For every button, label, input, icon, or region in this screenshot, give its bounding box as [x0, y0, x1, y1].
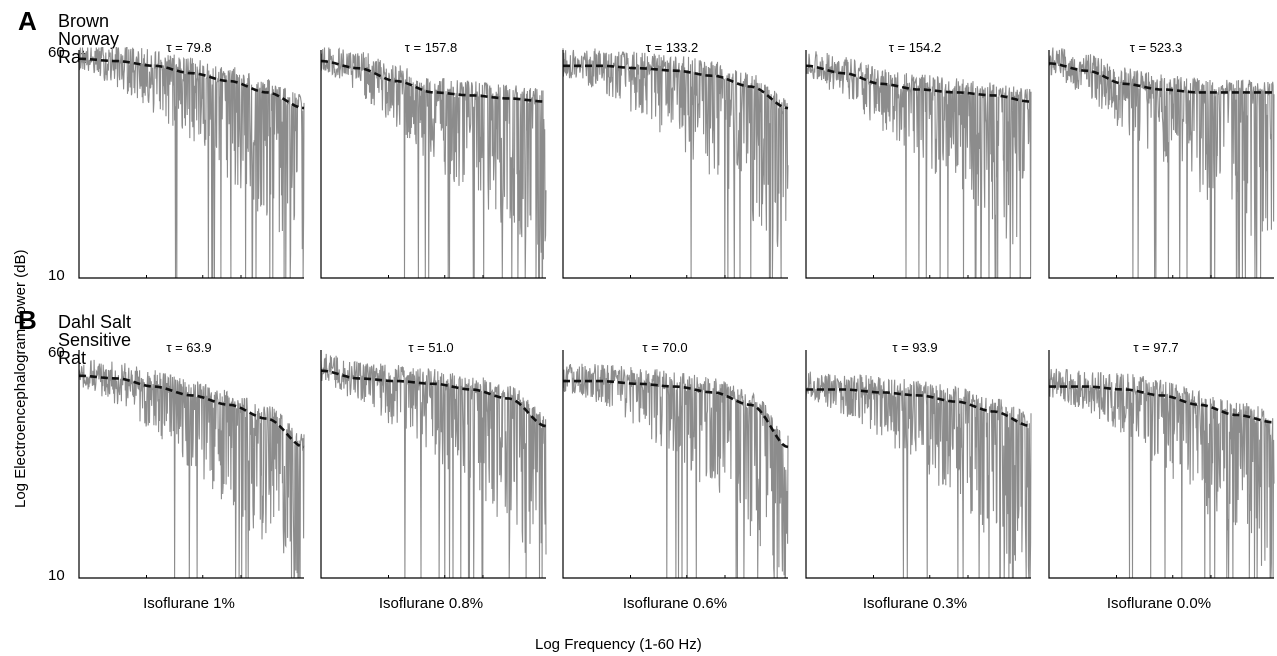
condition-label-1: Isoflurane 1% — [143, 595, 235, 612]
panel-b3 — [562, 350, 789, 579]
ytick-top-b: 60 — [48, 344, 65, 361]
panel-b2 — [320, 350, 547, 579]
fit-curve — [1049, 385, 1275, 424]
spectrum-line — [78, 359, 305, 579]
fit-curve — [320, 369, 547, 428]
tau-label-b2: τ = 51.0 — [408, 340, 454, 355]
panel-a5 — [1048, 47, 1275, 279]
tau-label-a1: τ = 79.8 — [166, 40, 212, 55]
panel-a3 — [562, 48, 789, 279]
ytick-top-a: 60 — [48, 44, 65, 61]
tau-label-b4: τ = 93.9 — [892, 340, 938, 355]
panel-axes — [1048, 50, 1274, 279]
fit-curve — [806, 388, 1032, 428]
tau-label-a5: τ = 523.3 — [1129, 40, 1183, 55]
panel-a1 — [78, 46, 305, 279]
panel-axes — [805, 350, 1031, 579]
spectrum-line — [320, 47, 547, 279]
fit-curve — [79, 57, 305, 110]
panel-axes — [78, 50, 304, 279]
fit-curve — [320, 59, 547, 103]
spectrum-line — [78, 46, 305, 279]
panel-a2 — [320, 47, 547, 279]
spectrum-line — [320, 353, 547, 579]
x-axis-label: Log Frequency (1-60 Hz) — [535, 636, 702, 653]
panel-axes — [562, 350, 788, 579]
tau-label-b5: τ = 97.7 — [1133, 340, 1179, 355]
panel-letter-b: B — [18, 305, 37, 335]
panel-axes — [320, 50, 546, 279]
fit-curve — [563, 64, 789, 110]
tau-label-a4: τ = 154.2 — [888, 40, 942, 55]
tau-label-b3: τ = 70.0 — [642, 340, 688, 355]
spectrum-line — [805, 51, 1032, 279]
panel-axes — [1048, 350, 1274, 579]
fit-curve — [563, 379, 789, 449]
tau-label-a3: τ = 133.2 — [645, 40, 699, 55]
panel-axes — [78, 350, 304, 579]
panel-letter-a: A — [18, 6, 37, 36]
spectrum-line — [1048, 368, 1275, 579]
condition-label-2: Isoflurane 0.8% — [378, 595, 484, 612]
panel-axes — [562, 50, 788, 279]
spectrum-line — [562, 48, 789, 279]
panel-a4 — [805, 50, 1032, 279]
fit-curve — [79, 374, 305, 449]
ytick-bottom-a: 10 — [48, 267, 65, 284]
tau-label-b1: τ = 63.9 — [166, 340, 212, 355]
panel-b1 — [78, 350, 305, 579]
spectrum-line — [1048, 47, 1275, 279]
panel-axes — [805, 50, 1031, 279]
spectrum-line — [805, 371, 1032, 579]
condition-label-3: Isoflurane 0.6% — [622, 595, 728, 612]
condition-label-5: Isoflurane 0.0% — [1106, 595, 1212, 612]
panel-b4 — [805, 350, 1032, 579]
ytick-bottom-b: 10 — [48, 567, 65, 584]
tau-label-a2: τ = 157.8 — [404, 40, 458, 55]
panel-axes — [320, 350, 546, 579]
spectrum-line — [562, 363, 789, 579]
fit-curve — [805, 64, 1032, 103]
row-title-a: Brown Norway Rat — [58, 11, 120, 67]
fit-curve — [1048, 62, 1274, 94]
condition-label-4: Isoflurane 0.3% — [862, 595, 968, 612]
panel-b5 — [1048, 350, 1275, 579]
